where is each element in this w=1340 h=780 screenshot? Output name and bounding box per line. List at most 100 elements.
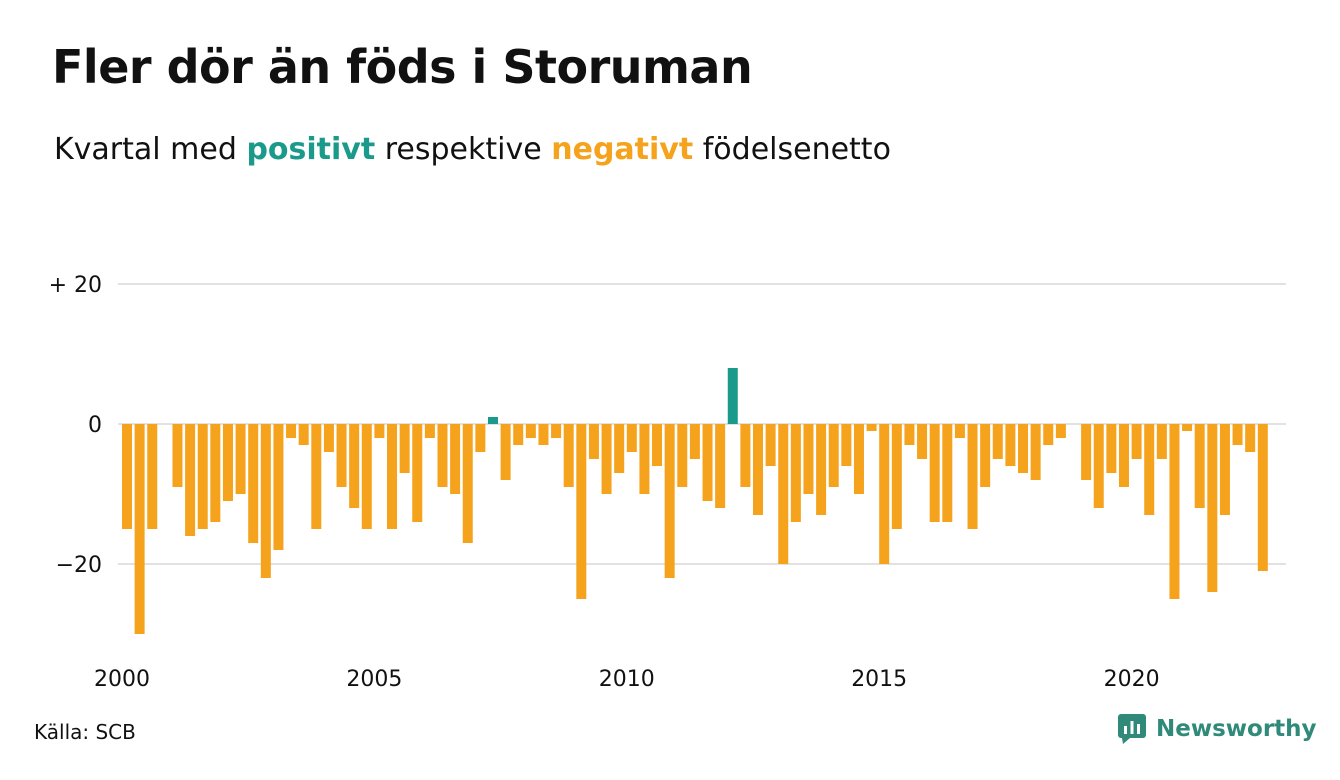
bar bbox=[1093, 424, 1104, 508]
bar bbox=[298, 424, 309, 445]
bar bbox=[1245, 424, 1256, 452]
bar bbox=[1257, 424, 1268, 571]
bar bbox=[1144, 424, 1155, 515]
bar bbox=[374, 424, 385, 438]
x-tick-label: 2015 bbox=[851, 667, 907, 692]
bar bbox=[248, 424, 259, 543]
bar bbox=[740, 424, 751, 487]
bar bbox=[1182, 424, 1193, 431]
bar bbox=[1219, 424, 1230, 515]
bar bbox=[450, 424, 461, 494]
bar bbox=[551, 424, 562, 438]
bar bbox=[588, 424, 599, 459]
bar bbox=[286, 424, 297, 438]
bar bbox=[1081, 424, 1092, 480]
bar bbox=[1156, 424, 1167, 459]
bar bbox=[904, 424, 915, 445]
bar bbox=[235, 424, 246, 494]
bar bbox=[942, 424, 953, 522]
bar bbox=[122, 424, 132, 529]
brand-logo: Newsworthy bbox=[1118, 714, 1317, 744]
subtitle-suffix: födelsenetto bbox=[702, 132, 891, 167]
bar bbox=[639, 424, 650, 494]
bar bbox=[828, 424, 839, 487]
bar bbox=[273, 424, 284, 550]
bar bbox=[1232, 424, 1243, 445]
bar bbox=[387, 424, 398, 529]
subtitle-prefix: Kvartal med bbox=[54, 132, 237, 167]
bar bbox=[1055, 424, 1066, 438]
bar bbox=[222, 424, 233, 501]
bar bbox=[626, 424, 637, 452]
bar bbox=[765, 424, 776, 466]
bar bbox=[1131, 424, 1142, 459]
bar bbox=[702, 424, 713, 501]
bar bbox=[954, 424, 965, 438]
y-tick-label: 0 bbox=[88, 413, 102, 438]
bar bbox=[967, 424, 978, 529]
bar bbox=[816, 424, 827, 515]
bar bbox=[1207, 424, 1218, 592]
bar bbox=[563, 424, 574, 487]
bar bbox=[210, 424, 221, 522]
bar bbox=[727, 368, 738, 424]
bar bbox=[1194, 424, 1205, 508]
subtitle-negative: negativt bbox=[551, 132, 694, 167]
bar bbox=[1106, 424, 1117, 473]
bar bbox=[147, 424, 158, 529]
bar bbox=[778, 424, 789, 564]
y-tick-label: −20 bbox=[56, 553, 102, 578]
bar bbox=[652, 424, 663, 466]
bar bbox=[891, 424, 902, 529]
bar bbox=[866, 424, 877, 431]
bar bbox=[803, 424, 814, 494]
bar bbox=[1005, 424, 1016, 466]
x-tick-label: 2005 bbox=[346, 667, 402, 692]
subtitle-positive: positivt bbox=[246, 132, 376, 167]
bar bbox=[260, 424, 271, 578]
source-note: Källa: SCB bbox=[34, 720, 136, 744]
bar bbox=[172, 424, 183, 487]
y-tick-label: + 20 bbox=[49, 273, 102, 298]
bar bbox=[753, 424, 763, 515]
bar bbox=[185, 424, 196, 536]
bar bbox=[437, 424, 448, 487]
x-tick-label: 2000 bbox=[94, 667, 150, 692]
bar bbox=[664, 424, 675, 578]
bar bbox=[715, 424, 726, 508]
chart-subtitle: Kvartal med positivt respektive negativt… bbox=[54, 132, 891, 167]
bar bbox=[538, 424, 549, 445]
bar bbox=[1169, 424, 1180, 599]
bar bbox=[323, 424, 334, 452]
bar bbox=[475, 424, 486, 452]
bar bbox=[134, 424, 145, 634]
bar bbox=[1118, 424, 1129, 487]
subtitle-middle: respektive bbox=[384, 132, 542, 167]
bar bbox=[576, 424, 587, 599]
bar bbox=[349, 424, 360, 508]
bar bbox=[677, 424, 688, 487]
x-tick-label: 2020 bbox=[1104, 667, 1160, 692]
bar bbox=[980, 424, 991, 487]
bar bbox=[1030, 424, 1041, 480]
bar bbox=[790, 424, 801, 522]
bar bbox=[399, 424, 410, 473]
bar bbox=[311, 424, 322, 529]
chart-title: Fler dör än föds i Storuman bbox=[52, 40, 753, 94]
brand-name: Newsworthy bbox=[1156, 716, 1317, 742]
bar bbox=[336, 424, 347, 487]
bar bbox=[412, 424, 423, 522]
bar bbox=[929, 424, 940, 522]
bar bbox=[853, 424, 864, 494]
bar bbox=[462, 424, 473, 543]
bar bbox=[424, 424, 435, 438]
bar bbox=[1043, 424, 1054, 445]
bar bbox=[614, 424, 625, 473]
bar bbox=[601, 424, 612, 494]
bar bbox=[525, 424, 536, 438]
bar bbox=[500, 424, 511, 480]
bar bbox=[197, 424, 208, 529]
newsworthy-logo-icon bbox=[1118, 714, 1146, 744]
bar bbox=[361, 424, 372, 529]
